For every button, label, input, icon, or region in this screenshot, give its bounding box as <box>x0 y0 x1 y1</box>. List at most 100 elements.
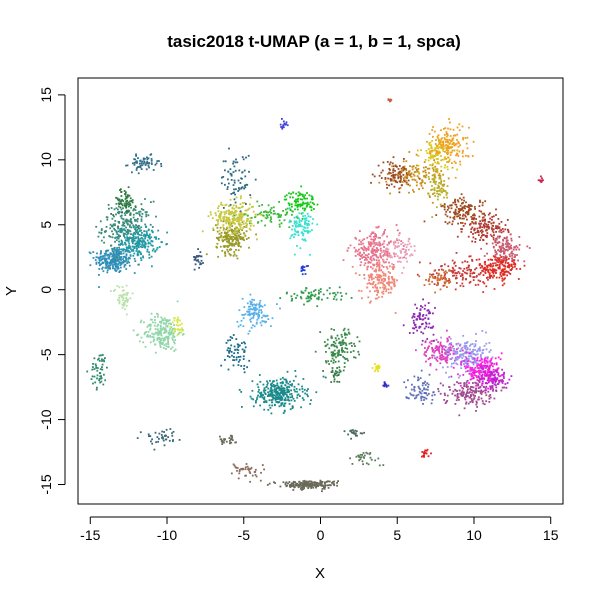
data-point <box>336 371 339 374</box>
data-point <box>424 169 427 172</box>
data-point <box>453 149 456 152</box>
data-point <box>196 255 198 257</box>
data-point <box>232 192 234 194</box>
data-point <box>112 252 115 254</box>
data-point <box>303 223 306 226</box>
data-point <box>240 365 243 367</box>
data-point <box>257 386 260 389</box>
data-point <box>256 383 259 386</box>
data-point <box>252 205 254 208</box>
data-point <box>412 165 415 168</box>
data-point <box>160 328 163 330</box>
data-point <box>343 357 346 359</box>
data-point <box>241 229 243 231</box>
data-point <box>294 221 296 224</box>
data-point <box>219 245 222 248</box>
data-point <box>330 371 333 373</box>
data-point <box>431 139 433 142</box>
data-point <box>435 147 438 149</box>
data-point <box>464 137 467 139</box>
data-point <box>252 315 255 318</box>
data-point <box>291 395 294 397</box>
data-point <box>428 322 431 325</box>
data-point <box>143 230 146 233</box>
data-point <box>238 169 241 172</box>
data-point <box>370 181 372 184</box>
data-point <box>474 366 477 369</box>
data-point <box>473 369 475 371</box>
data-point <box>260 211 263 214</box>
data-point <box>302 378 305 380</box>
data-point <box>455 203 458 206</box>
data-point <box>298 217 300 220</box>
data-point <box>144 157 146 160</box>
data-point <box>126 220 128 222</box>
data-point <box>140 168 143 170</box>
data-point <box>487 213 490 216</box>
data-point <box>461 152 464 154</box>
data-point <box>494 258 497 261</box>
data-point <box>330 360 333 362</box>
data-point <box>300 291 303 294</box>
data-point <box>155 312 158 315</box>
data-point <box>479 230 482 232</box>
data-point <box>169 326 172 328</box>
data-point <box>377 282 380 284</box>
data-point <box>501 279 504 282</box>
data-point <box>451 223 454 226</box>
data-point <box>235 242 238 245</box>
data-point <box>238 234 240 237</box>
data-point <box>98 379 100 382</box>
data-point <box>428 156 430 159</box>
data-point <box>160 320 163 323</box>
data-point <box>358 353 360 356</box>
data-point <box>416 307 418 310</box>
data-point <box>229 213 231 215</box>
data-point <box>179 319 181 322</box>
data-point <box>489 233 492 236</box>
data-point <box>281 118 283 120</box>
data-point <box>419 309 422 311</box>
data-point <box>153 236 156 239</box>
data-point <box>367 260 370 263</box>
data-point <box>275 389 277 391</box>
data-point <box>450 349 453 352</box>
data-point <box>453 362 455 365</box>
data-point <box>161 337 164 340</box>
data-point <box>448 269 450 272</box>
data-point <box>137 244 140 247</box>
data-point <box>496 241 498 244</box>
data-point <box>264 224 266 227</box>
data-point <box>446 165 449 168</box>
data-point <box>491 228 493 230</box>
data-point <box>291 396 294 398</box>
data-point <box>176 300 179 303</box>
data-point <box>271 404 274 407</box>
data-point <box>237 346 240 348</box>
data-point <box>379 281 382 284</box>
data-point <box>439 356 442 359</box>
data-point <box>353 356 355 359</box>
data-point <box>125 284 128 287</box>
data-point <box>227 213 230 215</box>
data-point <box>248 312 251 315</box>
data-point <box>317 297 319 300</box>
data-point <box>238 235 240 238</box>
data-point <box>247 308 250 311</box>
data-point <box>230 248 233 251</box>
data-point <box>227 368 230 371</box>
data-point <box>506 266 509 268</box>
data-point <box>295 225 297 228</box>
data-point <box>258 305 261 307</box>
data-point <box>437 134 440 137</box>
data-point <box>220 220 223 222</box>
data-point <box>438 182 440 184</box>
data-point <box>152 340 155 343</box>
data-point <box>177 333 180 335</box>
data-point <box>249 217 252 220</box>
data-point <box>505 260 507 263</box>
data-point <box>386 267 389 270</box>
data-point <box>501 242 504 245</box>
data-point <box>328 287 331 289</box>
data-point <box>450 358 453 360</box>
